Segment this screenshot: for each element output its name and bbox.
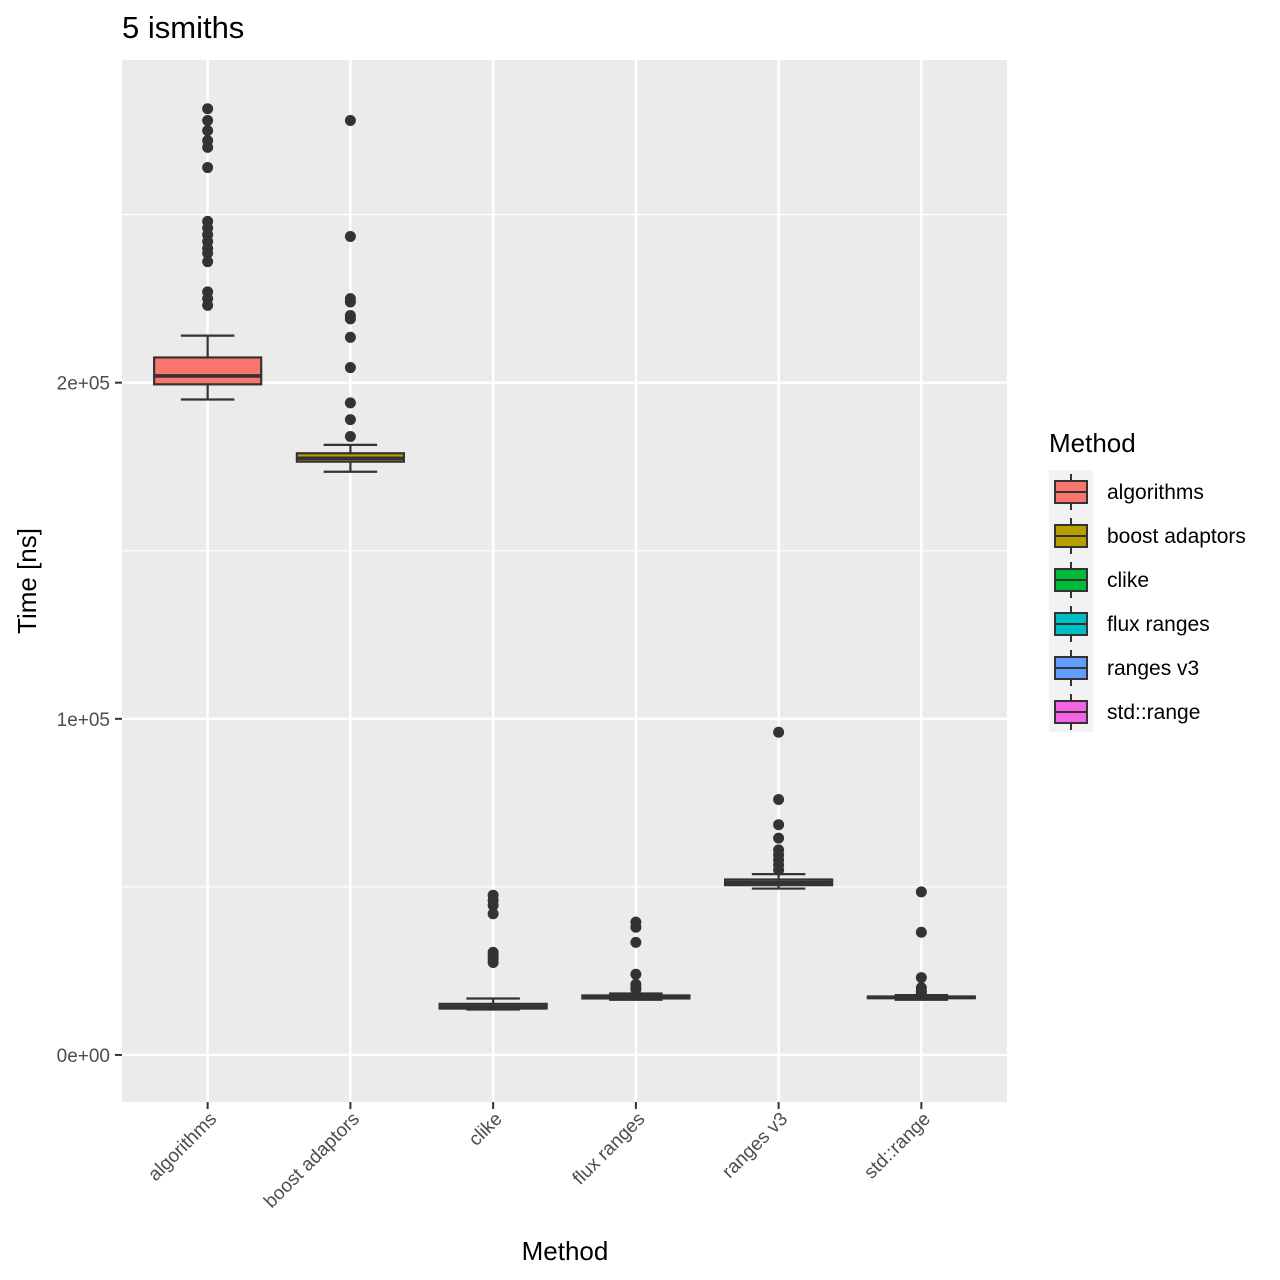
outlier-point xyxy=(773,819,785,831)
x-axis-title: Method xyxy=(522,1236,609,1266)
x-tick-label: ranges v3 xyxy=(718,1109,792,1183)
outlier-point xyxy=(202,247,214,259)
x-tick-label: std::range xyxy=(860,1109,935,1184)
x-tick-label: boost adaptors xyxy=(260,1109,364,1213)
outlier-point xyxy=(487,908,499,920)
outlier-point xyxy=(630,983,642,995)
y-tick-label: 2e+05 xyxy=(57,374,110,395)
legend-label: std::range xyxy=(1107,701,1200,724)
outlier-point xyxy=(344,115,356,127)
box-group xyxy=(438,889,548,1011)
y-tick-label: 0e+00 xyxy=(57,1046,110,1067)
outlier-point xyxy=(915,987,927,999)
box-group xyxy=(295,115,406,473)
legend-item: std::range xyxy=(1054,694,1200,730)
legend-label: flux ranges xyxy=(1107,613,1210,636)
x-tick-label: algorithms xyxy=(144,1109,221,1186)
outlier-point xyxy=(487,957,499,969)
outlier-point xyxy=(344,362,356,374)
outlier-point xyxy=(773,864,785,876)
outlier-point xyxy=(202,299,214,311)
outlier-point xyxy=(773,726,785,738)
legend-label: ranges v3 xyxy=(1107,657,1199,680)
legend: Method algorithms boost adaptors clike flux… xyxy=(1049,428,1246,732)
outlier-point xyxy=(202,125,214,137)
outlier-point xyxy=(630,921,642,933)
outlier-point xyxy=(202,256,214,268)
x-tick-label: clike xyxy=(465,1109,507,1151)
legend-item: flux ranges xyxy=(1054,606,1210,642)
outlier-point xyxy=(202,103,214,115)
box-group xyxy=(581,916,691,1001)
outlier-point xyxy=(630,936,642,948)
outlier-point xyxy=(487,899,499,911)
outlier-point xyxy=(202,141,214,153)
legend-label: algorithms xyxy=(1107,481,1204,504)
legend-label: boost adaptors xyxy=(1107,525,1246,548)
box xyxy=(153,356,263,386)
outlier-point xyxy=(344,430,356,442)
legend-item: clike xyxy=(1054,562,1149,598)
outlier-point xyxy=(915,886,927,898)
legend-item: ranges v3 xyxy=(1054,650,1199,686)
box-group xyxy=(723,726,834,890)
legend-item: boost adaptors xyxy=(1054,518,1246,554)
outlier-point xyxy=(344,397,356,409)
outlier-point xyxy=(344,414,356,426)
box-group xyxy=(866,886,976,1001)
boxes xyxy=(153,103,976,1011)
outlier-point xyxy=(202,115,214,127)
x-tick-label: flux ranges xyxy=(569,1109,650,1190)
y-axis: 0e+00 1e+05 2e+05 xyxy=(57,374,122,1067)
outlier-point xyxy=(344,331,356,343)
legend-label: clike xyxy=(1107,569,1149,592)
legend-title: Method xyxy=(1049,428,1136,458)
outlier-point xyxy=(773,832,785,844)
outlier-point xyxy=(344,296,356,308)
x-axis: algorithms boost adaptors clike flux ranges… xyxy=(144,1102,935,1212)
y-axis-title: Time [ns] xyxy=(12,528,42,634)
legend-item: algorithms xyxy=(1054,474,1204,510)
plot-panel xyxy=(122,60,1007,1102)
y-tick-label: 1e+05 xyxy=(57,710,110,731)
box-group xyxy=(153,103,263,401)
outlier-point xyxy=(202,162,214,174)
outlier-point xyxy=(915,972,927,984)
outlier-point xyxy=(344,313,356,325)
outlier-point xyxy=(915,926,927,938)
chart-title: 5 ismiths xyxy=(122,10,244,45)
legend-key-background xyxy=(1049,470,1093,732)
outlier-point xyxy=(344,230,356,242)
outlier-point xyxy=(773,793,785,805)
outlier-point xyxy=(630,968,642,980)
